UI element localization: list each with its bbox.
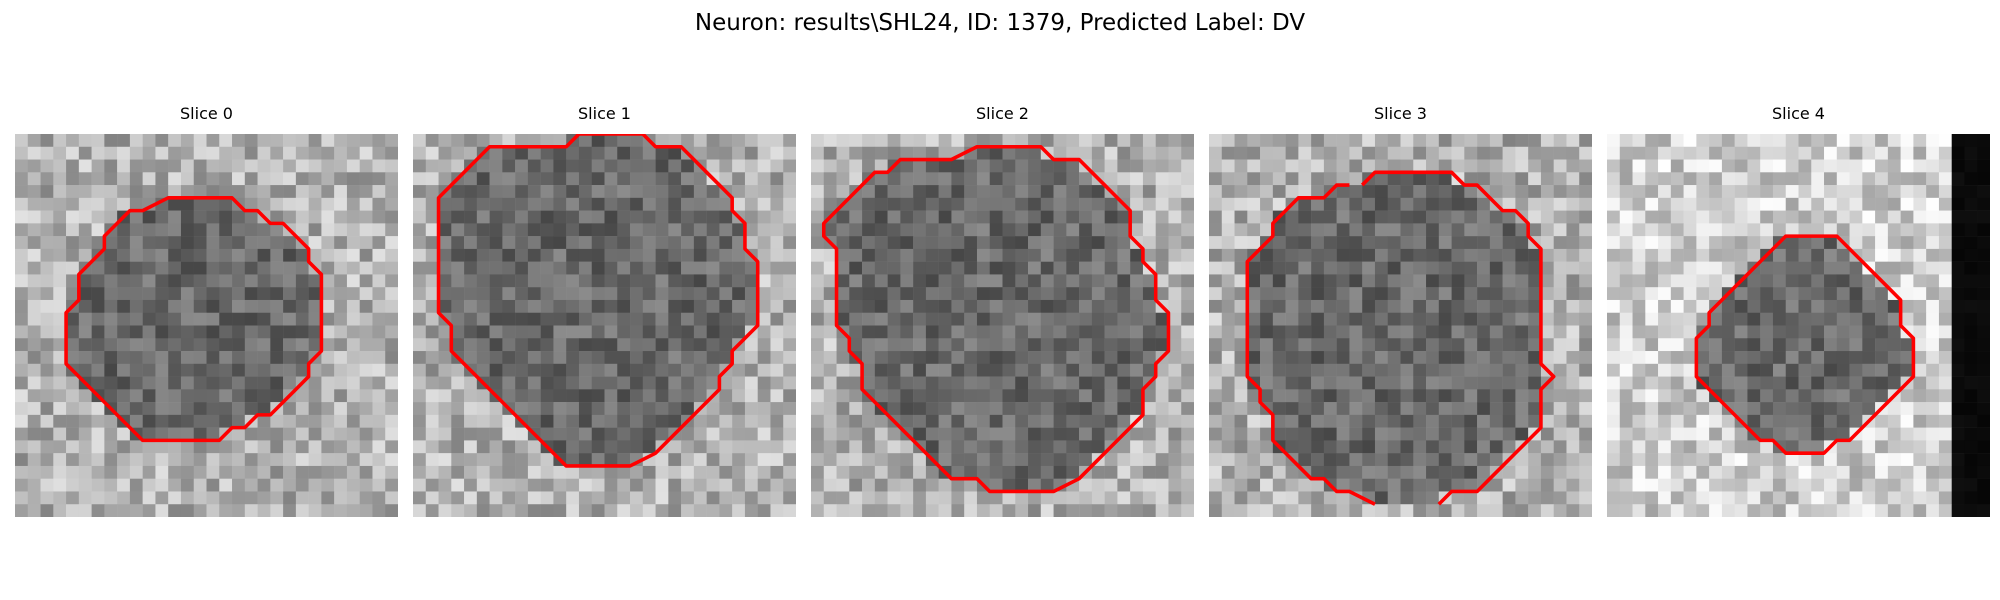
slice-image	[15, 134, 398, 517]
slice-panel-0: Slice 0	[15, 104, 398, 518]
slice-title: Slice 2	[976, 104, 1029, 123]
slice-image	[413, 134, 796, 517]
slice-image	[811, 134, 1194, 517]
slice-panel-2: Slice 2	[811, 104, 1194, 518]
pixel-grid	[1209, 134, 1592, 517]
roi-contour	[821, 144, 1171, 494]
slice-title: Slice 4	[1772, 104, 1825, 123]
slice-title: Slice 0	[180, 104, 233, 123]
pixel-grid	[811, 134, 1194, 517]
roi-contour	[1360, 170, 1556, 506]
pixel-grid	[15, 134, 398, 517]
roi-contour	[1694, 234, 1916, 455]
slice-title: Slice 3	[1374, 104, 1427, 123]
pixel-grid	[413, 134, 796, 517]
roi-contour-segment	[1245, 183, 1376, 506]
slice-image	[1209, 134, 1592, 517]
slice-panel-1: Slice 1	[413, 104, 796, 518]
figure-title: Neuron: results\SHL24, ID: 1379, Predict…	[694, 10, 1306, 36]
roi-contour	[64, 196, 324, 443]
slice-panel-4: Slice 4	[1607, 104, 1990, 518]
slice-panel-3: Slice 3	[1209, 104, 1592, 518]
slice-title: Slice 1	[578, 104, 631, 123]
pixel-grid	[1607, 134, 1990, 517]
roi-contour	[436, 134, 760, 468]
slice-image	[1607, 134, 1990, 517]
